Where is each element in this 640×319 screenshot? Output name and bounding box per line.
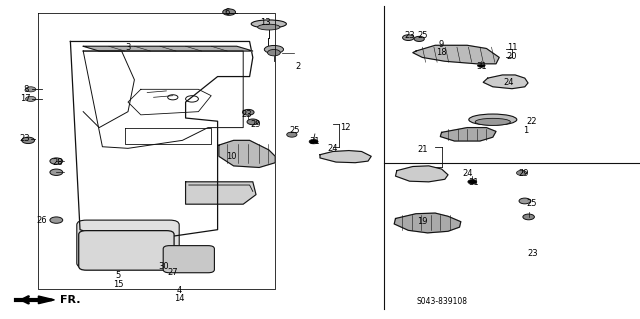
Polygon shape xyxy=(219,140,275,167)
Polygon shape xyxy=(83,46,253,51)
Text: 19: 19 xyxy=(417,217,428,226)
FancyBboxPatch shape xyxy=(77,220,179,268)
Polygon shape xyxy=(320,151,371,163)
Circle shape xyxy=(26,96,36,101)
Circle shape xyxy=(26,87,36,92)
Polygon shape xyxy=(413,45,499,64)
Text: S043-839108: S043-839108 xyxy=(416,297,467,306)
Text: FR.: FR. xyxy=(60,295,81,305)
Ellipse shape xyxy=(264,45,284,54)
Polygon shape xyxy=(38,296,54,304)
Circle shape xyxy=(176,253,202,265)
Text: 12: 12 xyxy=(340,123,351,132)
Circle shape xyxy=(157,258,165,262)
Circle shape xyxy=(414,36,424,41)
Text: 13: 13 xyxy=(260,18,271,27)
Circle shape xyxy=(243,109,254,115)
Text: 15: 15 xyxy=(113,280,124,289)
Text: 24: 24 xyxy=(504,78,514,87)
Text: 3: 3 xyxy=(125,43,131,52)
Text: 29: 29 xyxy=(518,169,529,178)
Text: 31: 31 xyxy=(476,63,486,71)
Circle shape xyxy=(22,137,35,144)
Text: 11: 11 xyxy=(507,43,517,52)
Circle shape xyxy=(50,158,63,164)
Ellipse shape xyxy=(475,118,511,125)
FancyBboxPatch shape xyxy=(79,231,174,270)
Polygon shape xyxy=(483,75,528,89)
Text: 9: 9 xyxy=(439,40,444,48)
Text: 2: 2 xyxy=(295,63,300,71)
Circle shape xyxy=(119,247,134,254)
Text: 10: 10 xyxy=(227,152,237,161)
Text: 27: 27 xyxy=(168,268,178,277)
Circle shape xyxy=(102,238,151,263)
Text: 24: 24 xyxy=(462,169,472,178)
Text: 6: 6 xyxy=(225,8,230,17)
Circle shape xyxy=(404,171,415,176)
Circle shape xyxy=(523,214,534,220)
Circle shape xyxy=(182,256,195,262)
Text: 28: 28 xyxy=(52,158,63,167)
Text: 25: 25 xyxy=(417,31,428,40)
Circle shape xyxy=(309,139,318,144)
Circle shape xyxy=(477,63,485,67)
Polygon shape xyxy=(440,128,496,141)
Text: 23: 23 xyxy=(404,31,415,40)
Ellipse shape xyxy=(258,24,280,30)
Text: 29: 29 xyxy=(251,120,261,129)
Text: 22: 22 xyxy=(526,117,536,126)
Text: 17: 17 xyxy=(20,94,31,103)
Text: 8: 8 xyxy=(23,85,28,94)
Polygon shape xyxy=(396,166,448,182)
Circle shape xyxy=(491,79,501,84)
Text: 30: 30 xyxy=(158,262,168,271)
Polygon shape xyxy=(394,213,461,233)
Circle shape xyxy=(268,49,280,56)
Text: 25: 25 xyxy=(289,126,300,135)
Circle shape xyxy=(519,198,531,204)
Circle shape xyxy=(468,180,477,184)
Text: 20: 20 xyxy=(507,52,517,61)
Text: 23: 23 xyxy=(241,110,252,119)
Circle shape xyxy=(403,35,414,41)
Text: 21: 21 xyxy=(417,145,428,154)
Polygon shape xyxy=(186,182,256,204)
Circle shape xyxy=(287,132,297,137)
Text: 23: 23 xyxy=(527,249,538,258)
Text: 31: 31 xyxy=(310,137,320,146)
Circle shape xyxy=(223,9,236,15)
Text: 24: 24 xyxy=(328,144,338,153)
Circle shape xyxy=(516,170,527,175)
Text: 18: 18 xyxy=(436,48,447,57)
Circle shape xyxy=(111,242,143,258)
Ellipse shape xyxy=(252,20,287,28)
Text: 26: 26 xyxy=(36,216,47,225)
Circle shape xyxy=(328,154,338,159)
Text: 25: 25 xyxy=(526,199,536,208)
Text: 1: 1 xyxy=(524,126,529,135)
Text: 5: 5 xyxy=(116,271,121,280)
Ellipse shape xyxy=(468,114,517,125)
FancyBboxPatch shape xyxy=(163,246,214,273)
Text: 14: 14 xyxy=(174,294,184,303)
Text: 4: 4 xyxy=(177,286,182,295)
Text: 23: 23 xyxy=(19,134,29,143)
Circle shape xyxy=(159,259,164,261)
Text: 31: 31 xyxy=(468,178,479,187)
Circle shape xyxy=(50,169,63,175)
Circle shape xyxy=(247,119,259,125)
Circle shape xyxy=(50,217,63,223)
